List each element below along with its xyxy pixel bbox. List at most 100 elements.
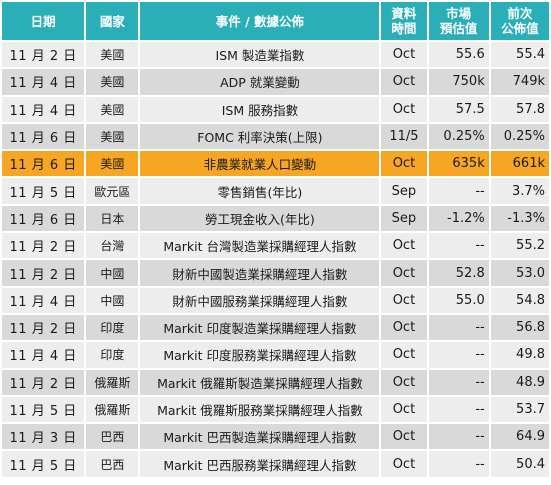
cell-previous: 53.7 [490, 396, 549, 423]
cell-period: Oct [381, 424, 427, 450]
header-previous: 前次 公佈值 [490, 2, 549, 40]
cell-country: 巴西 [86, 451, 139, 477]
cell-forecast: 57.5 [428, 96, 489, 122]
cell-event: Markit 台灣製造業採購經理人指數 [140, 233, 380, 259]
cell-country: 巴西 [86, 424, 139, 450]
cell-period: Sep [381, 178, 427, 204]
cell-period: 11/5 [381, 123, 427, 150]
cell-country: 印度 [86, 314, 139, 341]
cell-forecast: -- [428, 314, 489, 341]
cell-country: 中國 [86, 260, 139, 286]
cell-event: ISM 服務指數 [140, 96, 380, 122]
table-row: 11 月 5 日 巴西 Markit 巴西服務業採購經理人指數 Oct -- 5… [2, 451, 549, 477]
cell-period: Oct [381, 342, 427, 368]
cell-event: Markit 巴西製造業採購經理人指數 [140, 424, 380, 450]
table-row: 11 月 5 日 俄羅斯 Markit 俄羅斯服務業採購經理人指數 Oct --… [2, 396, 549, 423]
header-period-line2: 時間 [391, 21, 417, 36]
cell-date: 11 月 4 日 [2, 96, 85, 122]
cell-country: 印度 [86, 342, 139, 368]
cell-forecast: 635k [428, 151, 489, 177]
cell-country: 中國 [86, 287, 139, 313]
table-body: 11 月 2 日 美國 ISM 製造業指數 Oct 55.6 55.4 11 月… [2, 42, 549, 477]
cell-period: Oct [381, 69, 427, 95]
cell-event: Markit 印度服務業採購經理人指數 [140, 342, 380, 368]
cell-date: 11 月 2 日 [2, 369, 85, 395]
cell-country: 美國 [86, 96, 139, 122]
cell-period: Oct [381, 451, 427, 477]
cell-previous: 48.9 [490, 369, 549, 395]
cell-period: Oct [381, 151, 427, 177]
table-row: 11 月 4 日 印度 Markit 印度服務業採購經理人指數 Oct -- 4… [2, 342, 549, 368]
cell-date: 11 月 5 日 [2, 396, 85, 423]
table-row: 11 月 6 日 美國 FOMC 利率決策(上限) 11/5 0.25% 0.2… [2, 123, 549, 150]
table-row: 11 月 2 日 印度 Markit 印度製造業採購經理人指數 Oct -- 5… [2, 314, 549, 341]
header-period: 資料 時間 [381, 2, 427, 40]
header-country: 國家 [86, 2, 139, 40]
table-row-highlighted: 11 月 6 日 美國 非農業就業人口變動 Oct 635k 661k [2, 151, 549, 177]
cell-previous: 55.2 [490, 233, 549, 259]
cell-previous: 50.4 [490, 451, 549, 477]
cell-date: 11 月 5 日 [2, 451, 85, 477]
cell-period: Oct [381, 369, 427, 395]
cell-event: FOMC 利率決策(上限) [140, 123, 380, 150]
cell-previous: 53.0 [490, 260, 549, 286]
cell-previous: 55.4 [490, 42, 549, 68]
cell-previous: 49.8 [490, 342, 549, 368]
cell-country: 美國 [86, 69, 139, 95]
cell-forecast: -- [428, 178, 489, 204]
cell-forecast: 55.6 [428, 42, 489, 68]
cell-event: Markit 巴西服務業採購經理人指數 [140, 451, 380, 477]
cell-forecast: 52.8 [428, 260, 489, 286]
cell-country: 日本 [86, 205, 139, 232]
header-period-line1: 資料 [391, 6, 417, 21]
cell-event: 財新中國服務業採購經理人指數 [140, 287, 380, 313]
cell-forecast: -- [428, 233, 489, 259]
cell-country: 美國 [86, 42, 139, 68]
table-row: 11 月 2 日 俄羅斯 Markit 俄羅斯製造業採購經理人指數 Oct --… [2, 369, 549, 395]
table-row: 11 月 4 日 美國 ISM 服務指數 Oct 57.5 57.8 [2, 96, 549, 122]
cell-previous: 57.8 [490, 96, 549, 122]
table-row: 11 月 2 日 台灣 Markit 台灣製造業採購經理人指數 Oct -- 5… [2, 233, 549, 259]
cell-previous: -1.3% [490, 205, 549, 232]
cell-forecast: -- [428, 369, 489, 395]
table-row: 11 月 6 日 日本 勞工現金收入(年比) Sep -1.2% -1.3% [2, 205, 549, 232]
cell-event: Markit 俄羅斯製造業採購經理人指數 [140, 369, 380, 395]
table-row: 11 月 2 日 美國 ISM 製造業指數 Oct 55.6 55.4 [2, 42, 549, 68]
table-row: 11 月 4 日 美國 ADP 就業變動 Oct 750k 749k [2, 69, 549, 95]
cell-event: ISM 製造業指數 [140, 42, 380, 68]
cell-previous: 3.7% [490, 178, 549, 204]
table-row: 11 月 3 日 巴西 Markit 巴西製造業採購經理人指數 Oct -- 6… [2, 424, 549, 450]
cell-period: Oct [381, 314, 427, 341]
cell-previous: 64.9 [490, 424, 549, 450]
cell-event: 財新中國製造業採購經理人指數 [140, 260, 380, 286]
cell-forecast: -- [428, 396, 489, 423]
cell-event: Markit 印度製造業採購經理人指數 [140, 314, 380, 341]
cell-date: 11 月 6 日 [2, 151, 85, 177]
cell-date: 11 月 6 日 [2, 205, 85, 232]
cell-event: Markit 俄羅斯服務業採購經理人指數 [140, 396, 380, 423]
cell-event: 非農業就業人口變動 [140, 151, 380, 177]
cell-event: 勞工現金收入(年比) [140, 205, 380, 232]
cell-period: Oct [381, 260, 427, 286]
cell-date: 11 月 2 日 [2, 42, 85, 68]
cell-forecast: -- [428, 342, 489, 368]
cell-forecast: 750k [428, 69, 489, 95]
cell-previous: 749k [490, 69, 549, 95]
table-row: 11 月 5 日 歐元區 零售銷售(年比) Sep -- 3.7% [2, 178, 549, 204]
table-row: 11 月 2 日 中國 財新中國製造業採購經理人指數 Oct 52.8 53.0 [2, 260, 549, 286]
cell-country: 歐元區 [86, 178, 139, 204]
cell-forecast: -1.2% [428, 205, 489, 232]
header-previous-line1: 前次 [507, 6, 533, 21]
cell-date: 11 月 5 日 [2, 178, 85, 204]
cell-event: ADP 就業變動 [140, 69, 380, 95]
cell-country: 台灣 [86, 233, 139, 259]
header-previous-line2: 公佈值 [501, 21, 539, 36]
cell-date: 11 月 2 日 [2, 233, 85, 259]
header-forecast: 市場 預估值 [428, 2, 489, 40]
header-forecast-line1: 市場 [446, 6, 472, 21]
cell-forecast: -- [428, 451, 489, 477]
cell-period: Oct [381, 42, 427, 68]
cell-date: 11 月 2 日 [2, 314, 85, 341]
cell-period: Oct [381, 96, 427, 122]
